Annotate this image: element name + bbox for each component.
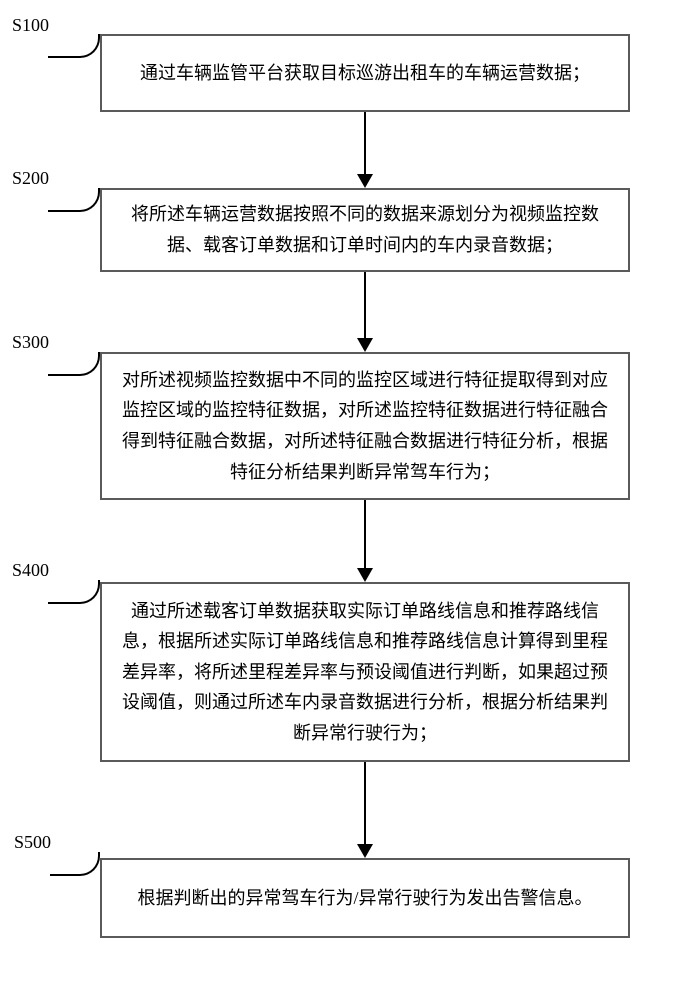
step-box-s300: 对所述视频监控数据中不同的监控区域进行特征提取得到对应监控区域的监控特征数据，对… xyxy=(100,352,630,500)
arrow-line-4 xyxy=(364,762,366,844)
step-text-s100: 通过车辆监管平台获取目标巡游出租车的车辆运营数据； xyxy=(140,58,590,89)
step-label-s300: S300 xyxy=(12,332,49,353)
arrow-head-3 xyxy=(357,568,373,582)
label-connector-s400 xyxy=(48,580,100,604)
arrow-head-1 xyxy=(357,174,373,188)
step-box-s100: 通过车辆监管平台获取目标巡游出租车的车辆运营数据； xyxy=(100,34,630,112)
step-text-s200: 将所述车辆运营数据按照不同的数据来源划分为视频监控数据、载客订单数据和订单时间内… xyxy=(122,199,608,260)
step-label-s200: S200 xyxy=(12,168,49,189)
step-label-s100: S100 xyxy=(12,15,49,36)
arrow-head-4 xyxy=(357,844,373,858)
step-box-s200: 将所述车辆运营数据按照不同的数据来源划分为视频监控数据、载客订单数据和订单时间内… xyxy=(100,188,630,272)
label-connector-s100 xyxy=(48,34,100,58)
label-connector-s200 xyxy=(48,188,100,212)
step-text-s400: 通过所述载客订单数据获取实际订单路线信息和推荐路线信息，根据所述实际订单路线信息… xyxy=(122,596,608,749)
arrow-line-3 xyxy=(364,500,366,568)
arrow-head-2 xyxy=(357,338,373,352)
flowchart-container: S100 通过车辆监管平台获取目标巡游出租车的车辆运营数据； S200 将所述车… xyxy=(0,0,682,1000)
step-label-s500: S500 xyxy=(14,832,51,853)
arrow-line-1 xyxy=(364,112,366,174)
step-label-s400: S400 xyxy=(12,560,49,581)
step-text-s500: 根据判断出的异常驾车行为/异常行驶行为发出告警信息。 xyxy=(138,883,593,914)
step-box-s500: 根据判断出的异常驾车行为/异常行驶行为发出告警信息。 xyxy=(100,858,630,938)
label-connector-s500 xyxy=(50,852,100,876)
step-box-s400: 通过所述载客订单数据获取实际订单路线信息和推荐路线信息，根据所述实际订单路线信息… xyxy=(100,582,630,762)
arrow-line-2 xyxy=(364,272,366,338)
step-text-s300: 对所述视频监控数据中不同的监控区域进行特征提取得到对应监控区域的监控特征数据，对… xyxy=(122,365,608,487)
label-connector-s300 xyxy=(48,352,100,376)
